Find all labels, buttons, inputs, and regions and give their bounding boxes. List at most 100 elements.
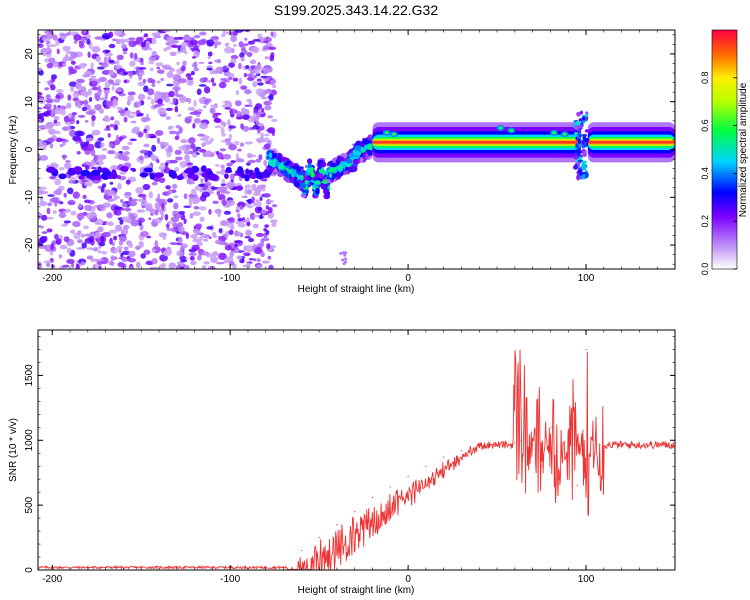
- heatmap-onset-cell: [328, 168, 335, 173]
- heatmap-ridge-cell: [225, 166, 232, 172]
- heatmap-noise-cell: [78, 203, 82, 209]
- heatmap-noise-cell: [180, 243, 188, 249]
- heatmap-noise-cell: [202, 264, 207, 269]
- heatmap-noise-cell: [166, 150, 172, 158]
- heatmap-noise-cell: [127, 91, 136, 96]
- heatmap-noise-cell: [222, 100, 232, 104]
- heatmap-noise-cell: [253, 258, 257, 262]
- heatmap-noise-cell: [118, 248, 122, 254]
- heatmap-noise-cell: [220, 183, 226, 186]
- heatmap-noise-cell: [38, 261, 42, 269]
- heatmap-noise-cell: [341, 251, 345, 255]
- heatmap-onset-cell: [364, 153, 369, 160]
- heatmap-noise-cell: [156, 80, 161, 84]
- heatmap-noise-cell: [107, 190, 116, 197]
- heatmap-noise-cell: [146, 164, 152, 168]
- heatmap-noise-cell: [223, 210, 232, 215]
- heatmap-noise-cell: [343, 253, 347, 257]
- heatmap-noise-cell: [67, 94, 72, 101]
- heatmap-noise-cell: [179, 266, 185, 269]
- y-tick-label: 0: [24, 567, 35, 573]
- heatmap-noise-cell: [45, 40, 51, 44]
- heatmap-noise-cell: [67, 125, 71, 132]
- heatmap-noise-cell: [96, 66, 105, 70]
- heatmap-noise-cell: [38, 67, 43, 72]
- heatmap-noise-cell: [95, 55, 102, 63]
- heatmap-noise-cell: [48, 128, 56, 135]
- heatmap-noise-cell: [196, 241, 203, 247]
- heatmap-noise-cell: [82, 30, 87, 34]
- heatmap-noise-cell: [245, 65, 250, 69]
- heatmap-ridge-cell: [244, 173, 250, 182]
- heatmap-disturb-cell: [575, 136, 579, 141]
- heatmap-noise-cell: [87, 143, 95, 152]
- heatmap-noise-cell: [118, 234, 127, 242]
- heatmap-noise-cell: [115, 87, 123, 93]
- line-chart-y-axis: 0 500 1000 1500: [24, 336, 675, 573]
- heatmap-noise-cell: [152, 104, 161, 108]
- heatmap-noise-cell: [72, 135, 82, 141]
- heatmap-noise-cell: [71, 114, 76, 119]
- heatmap-noise-cell: [49, 143, 54, 149]
- heatmap-noise-cell: [149, 266, 159, 269]
- heatmap-noise-cell: [162, 250, 172, 257]
- heatmap-noise-cell: [128, 37, 136, 41]
- heatmap-noise-cell: [248, 237, 255, 243]
- heatmap-noise-cell: [159, 264, 165, 269]
- heatmap-noise-cell: [76, 150, 81, 155]
- heatmap-noise-cell: [112, 38, 117, 42]
- heatmap-noise-cell: [233, 240, 243, 244]
- heatmap-disturb-cell: [585, 172, 589, 178]
- heatmap-onset-cell: [344, 166, 349, 171]
- heatmap-x-axis: -200 -100 0 100: [42, 30, 676, 284]
- snr-point: [532, 439, 534, 441]
- colorbar-tick-label: 0.8: [700, 72, 710, 85]
- heatmap-disturb-cell: [581, 133, 588, 138]
- heatmap-noise-cell: [100, 257, 109, 265]
- heatmap-noise-cell: [108, 43, 116, 49]
- heatmap-noise-cell: [237, 217, 243, 222]
- heatmap-noise-cell: [245, 162, 251, 166]
- heatmap-noise-cell: [83, 225, 89, 230]
- heatmap-noise-cell: [148, 217, 152, 220]
- colorbar-gradient: [712, 30, 737, 269]
- heatmap-noise-cell: [260, 132, 264, 139]
- heatmap-ridge-cell: [97, 166, 102, 172]
- heatmap-noise-cell: [189, 111, 197, 115]
- snr-line-chart: -200 -100 0 100 0 500 1000 1500 Height of stra…: [8, 329, 676, 596]
- heatmap-noise-cell: [264, 105, 272, 111]
- heatmap-noise-cell: [44, 87, 49, 91]
- heatmap-noise-cell: [161, 202, 165, 210]
- heatmap-noise-cell: [115, 224, 123, 232]
- heatmap-noise-cell: [64, 162, 72, 170]
- heatmap-onset-cell: [268, 152, 273, 159]
- heatmap-noise-cell: [62, 264, 70, 268]
- heatmap-noise-cell: [100, 235, 105, 243]
- heatmap-noise-cell: [167, 145, 173, 152]
- snr-point: [603, 446, 605, 448]
- heatmap-noise-cell: [263, 227, 268, 232]
- heatmap-noise-cell: [53, 104, 57, 110]
- heatmap-noise-cell: [101, 32, 111, 40]
- heatmap-noise-cell: [48, 44, 57, 47]
- heatmap-noise-cell: [257, 138, 262, 144]
- heatmap-noise-cell: [91, 119, 95, 127]
- heatmap-noise-cell: [221, 199, 227, 207]
- heatmap-noise-cell: [140, 253, 147, 259]
- heatmap-noise-cell: [131, 111, 136, 115]
- heatmap-noise-cell: [173, 195, 179, 199]
- heatmap-onset-cell: [315, 187, 320, 195]
- heatmap-noise-cell: [246, 221, 251, 227]
- heatmap-noise-cell: [251, 196, 255, 203]
- heatmap-noise-cell: [150, 153, 156, 161]
- heatmap-noise-cell: [124, 109, 132, 117]
- heatmap-noise-cell: [236, 201, 246, 209]
- heatmap-noise-cell: [208, 236, 212, 240]
- heatmap-noise-cell: [87, 88, 92, 96]
- heatmap-noise-cell: [129, 213, 134, 218]
- heatmap-noise-cell: [177, 113, 182, 118]
- heatmap-noise-cell: [267, 255, 272, 260]
- heatmap-noise-cell: [226, 218, 234, 221]
- heatmap-noise-cell: [70, 229, 76, 235]
- heatmap-noise-cell: [81, 106, 88, 112]
